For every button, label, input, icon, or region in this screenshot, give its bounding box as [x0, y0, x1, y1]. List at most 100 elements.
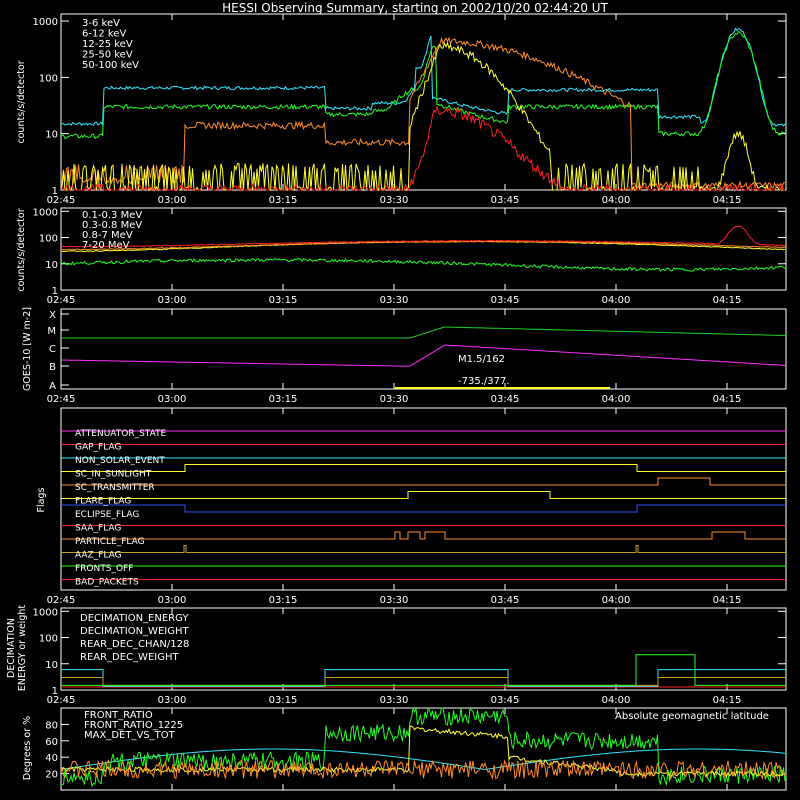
p1-ytick-label: 1000 [33, 17, 58, 28]
time-tick-label: 03:30 [380, 595, 409, 606]
p2-ytick-label: 1 [52, 286, 58, 297]
p1-legend-4: 50-100 keV [82, 60, 139, 71]
p1-ytick-label: 100 [39, 73, 58, 84]
goes-ytick-label: B [49, 362, 56, 373]
flag-trace-5 [61, 491, 786, 499]
flag-label-3: SC_IN_SUNLIGHT [75, 470, 152, 480]
time-tick-label: 04:15 [713, 295, 742, 306]
p5-y-label-1: DECIMATION [6, 618, 17, 678]
time-tick-label: 03:15 [269, 394, 298, 405]
p2-legend-3: 7-20 MeV [82, 240, 130, 251]
series-0.1-0.3mev [61, 225, 786, 248]
decimation-energy-trace [61, 654, 786, 686]
time-tick-label: 03:00 [158, 595, 187, 606]
goes-ytick-label: M [47, 326, 56, 337]
rear-dec-weight-trace [61, 677, 786, 686]
p1-legend-1: 6-12 keV [82, 29, 126, 40]
p6-ytick-label: 80 [45, 720, 58, 731]
p2-legend-1: 0.3-0.8 MeV [82, 220, 142, 231]
time-tick-label: 04:15 [713, 595, 742, 606]
goes-y-label: GOES-10 [W m-2] [22, 307, 33, 391]
flag-label-11: BAD_PACKETS [75, 578, 139, 588]
time-tick-label: 03:30 [380, 695, 409, 706]
p1-ytick-label: 10 [45, 130, 58, 141]
p2-legend-2: 0.8-7 MeV [82, 230, 133, 241]
flag-label-10: FRONTS_OFF [75, 564, 133, 574]
goes-long-series [61, 326, 786, 339]
flag-label-2: NON_SOLAR_EVENT [75, 456, 165, 466]
series-6-12kev [61, 36, 786, 191]
panel-frame-2 [60, 207, 787, 291]
chart-title: HESSI Observing Summary, starting on 200… [222, 1, 608, 15]
time-tick-label: 02:45 [47, 295, 76, 306]
p1-y-label: counts/s/detector [16, 60, 27, 143]
flags-y-label: Flags [36, 487, 47, 512]
panel-frame-1 [60, 13, 787, 191]
p5-ytick-label: 100 [39, 634, 58, 645]
time-tick-label: 03:45 [491, 695, 520, 706]
goes-ytick-label: A [49, 381, 56, 392]
flag-label-5: FLARE_FLAG [75, 497, 131, 507]
p5-legend-1: DECIMATION_WEIGHT [80, 626, 189, 637]
p1-legend-0: 3-6 keV [82, 18, 120, 29]
series-7-20mev [61, 257, 786, 272]
time-tick-label: 04:00 [602, 195, 631, 206]
time-tick-label: 04:00 [602, 295, 631, 306]
time-tick-label: 03:15 [269, 295, 298, 306]
p2-ytick-label: 1000 [33, 207, 58, 218]
time-tick-label: 04:00 [602, 695, 631, 706]
time-tick-label: 03:45 [491, 595, 520, 606]
p6-y-label: Degrees or % [22, 716, 33, 780]
panel-frames [60, 13, 787, 791]
flag-trace-3 [61, 464, 786, 472]
axis-labels: 02:45 03:00 03:15 03:30 03:45 04:00 04:15 02:45… [6, 17, 769, 781]
p6-legend-0: FRONT_RATIO [84, 710, 153, 721]
flag-label-7: SAA_FLAG [75, 524, 121, 534]
flag-trace-9 [61, 545, 786, 553]
goes-short-series [61, 344, 786, 367]
p5-legend-0: DECIMATION_ENERGY [80, 613, 189, 624]
data-traces [61, 27, 786, 788]
flag-label-0: ATTENUATOR_STATE [75, 429, 167, 439]
time-tick-label: 04:00 [602, 595, 631, 606]
max-det-vs-tot-trace [61, 759, 786, 781]
time-tick-label: 04:15 [713, 394, 742, 405]
time-tick-label: 03:30 [380, 394, 409, 405]
time-tick-label: 03:15 [269, 695, 298, 706]
flag-trace-4 [61, 477, 786, 486]
time-tick-label: 03:45 [491, 295, 520, 306]
p6-ytick-label: 60 [45, 737, 58, 748]
flag-label-8: PARTICLE_FLAG [75, 537, 145, 547]
series-25-50kev [61, 30, 786, 140]
p1-ytick-label: 1 [52, 186, 58, 197]
time-tick-label: 03:45 [491, 394, 520, 405]
time-tick-label: 03:45 [491, 195, 520, 206]
flag-trace-6 [61, 504, 786, 513]
p2-y-label: counts/s/detector [16, 208, 27, 291]
time-tick-label: 03:00 [158, 394, 187, 405]
goes-annotation-class: M1.5/162 [458, 354, 505, 365]
geomag-latitude-trace [61, 748, 786, 771]
p6-note: Absolute geomagnetic latitude [615, 711, 769, 722]
time-tick-label: 04:00 [602, 394, 631, 405]
goes-ytick-label: X [49, 310, 56, 321]
p6-ytick-label: 20 [45, 770, 58, 781]
flag-label-4: SC_TRANSMITTER [75, 483, 155, 493]
p1-legend-3: 25-50 keV [82, 50, 133, 61]
series-0.3-0.8mev [61, 240, 786, 251]
p2-ytick-label: 100 [39, 234, 58, 245]
time-tick-label: 02:45 [47, 195, 76, 206]
time-tick-label: 03:15 [269, 595, 298, 606]
series-50-100kev [61, 27, 786, 128]
p5-ytick-label: 10 [45, 660, 58, 671]
time-tick-label: 03:00 [158, 295, 187, 306]
p5-ytick-label: 1000 [33, 607, 58, 618]
time-tick-label: 03:30 [380, 295, 409, 306]
p5-ytick-label: 1 [52, 686, 58, 697]
p5-legend-2: REAR_DEC_CHAN/128 [80, 639, 189, 650]
time-tick-label: 04:15 [713, 195, 742, 206]
goes-ytick-label: C [49, 344, 56, 355]
panel-frame-3 [60, 308, 787, 390]
p2-ytick-label: 10 [45, 260, 58, 271]
